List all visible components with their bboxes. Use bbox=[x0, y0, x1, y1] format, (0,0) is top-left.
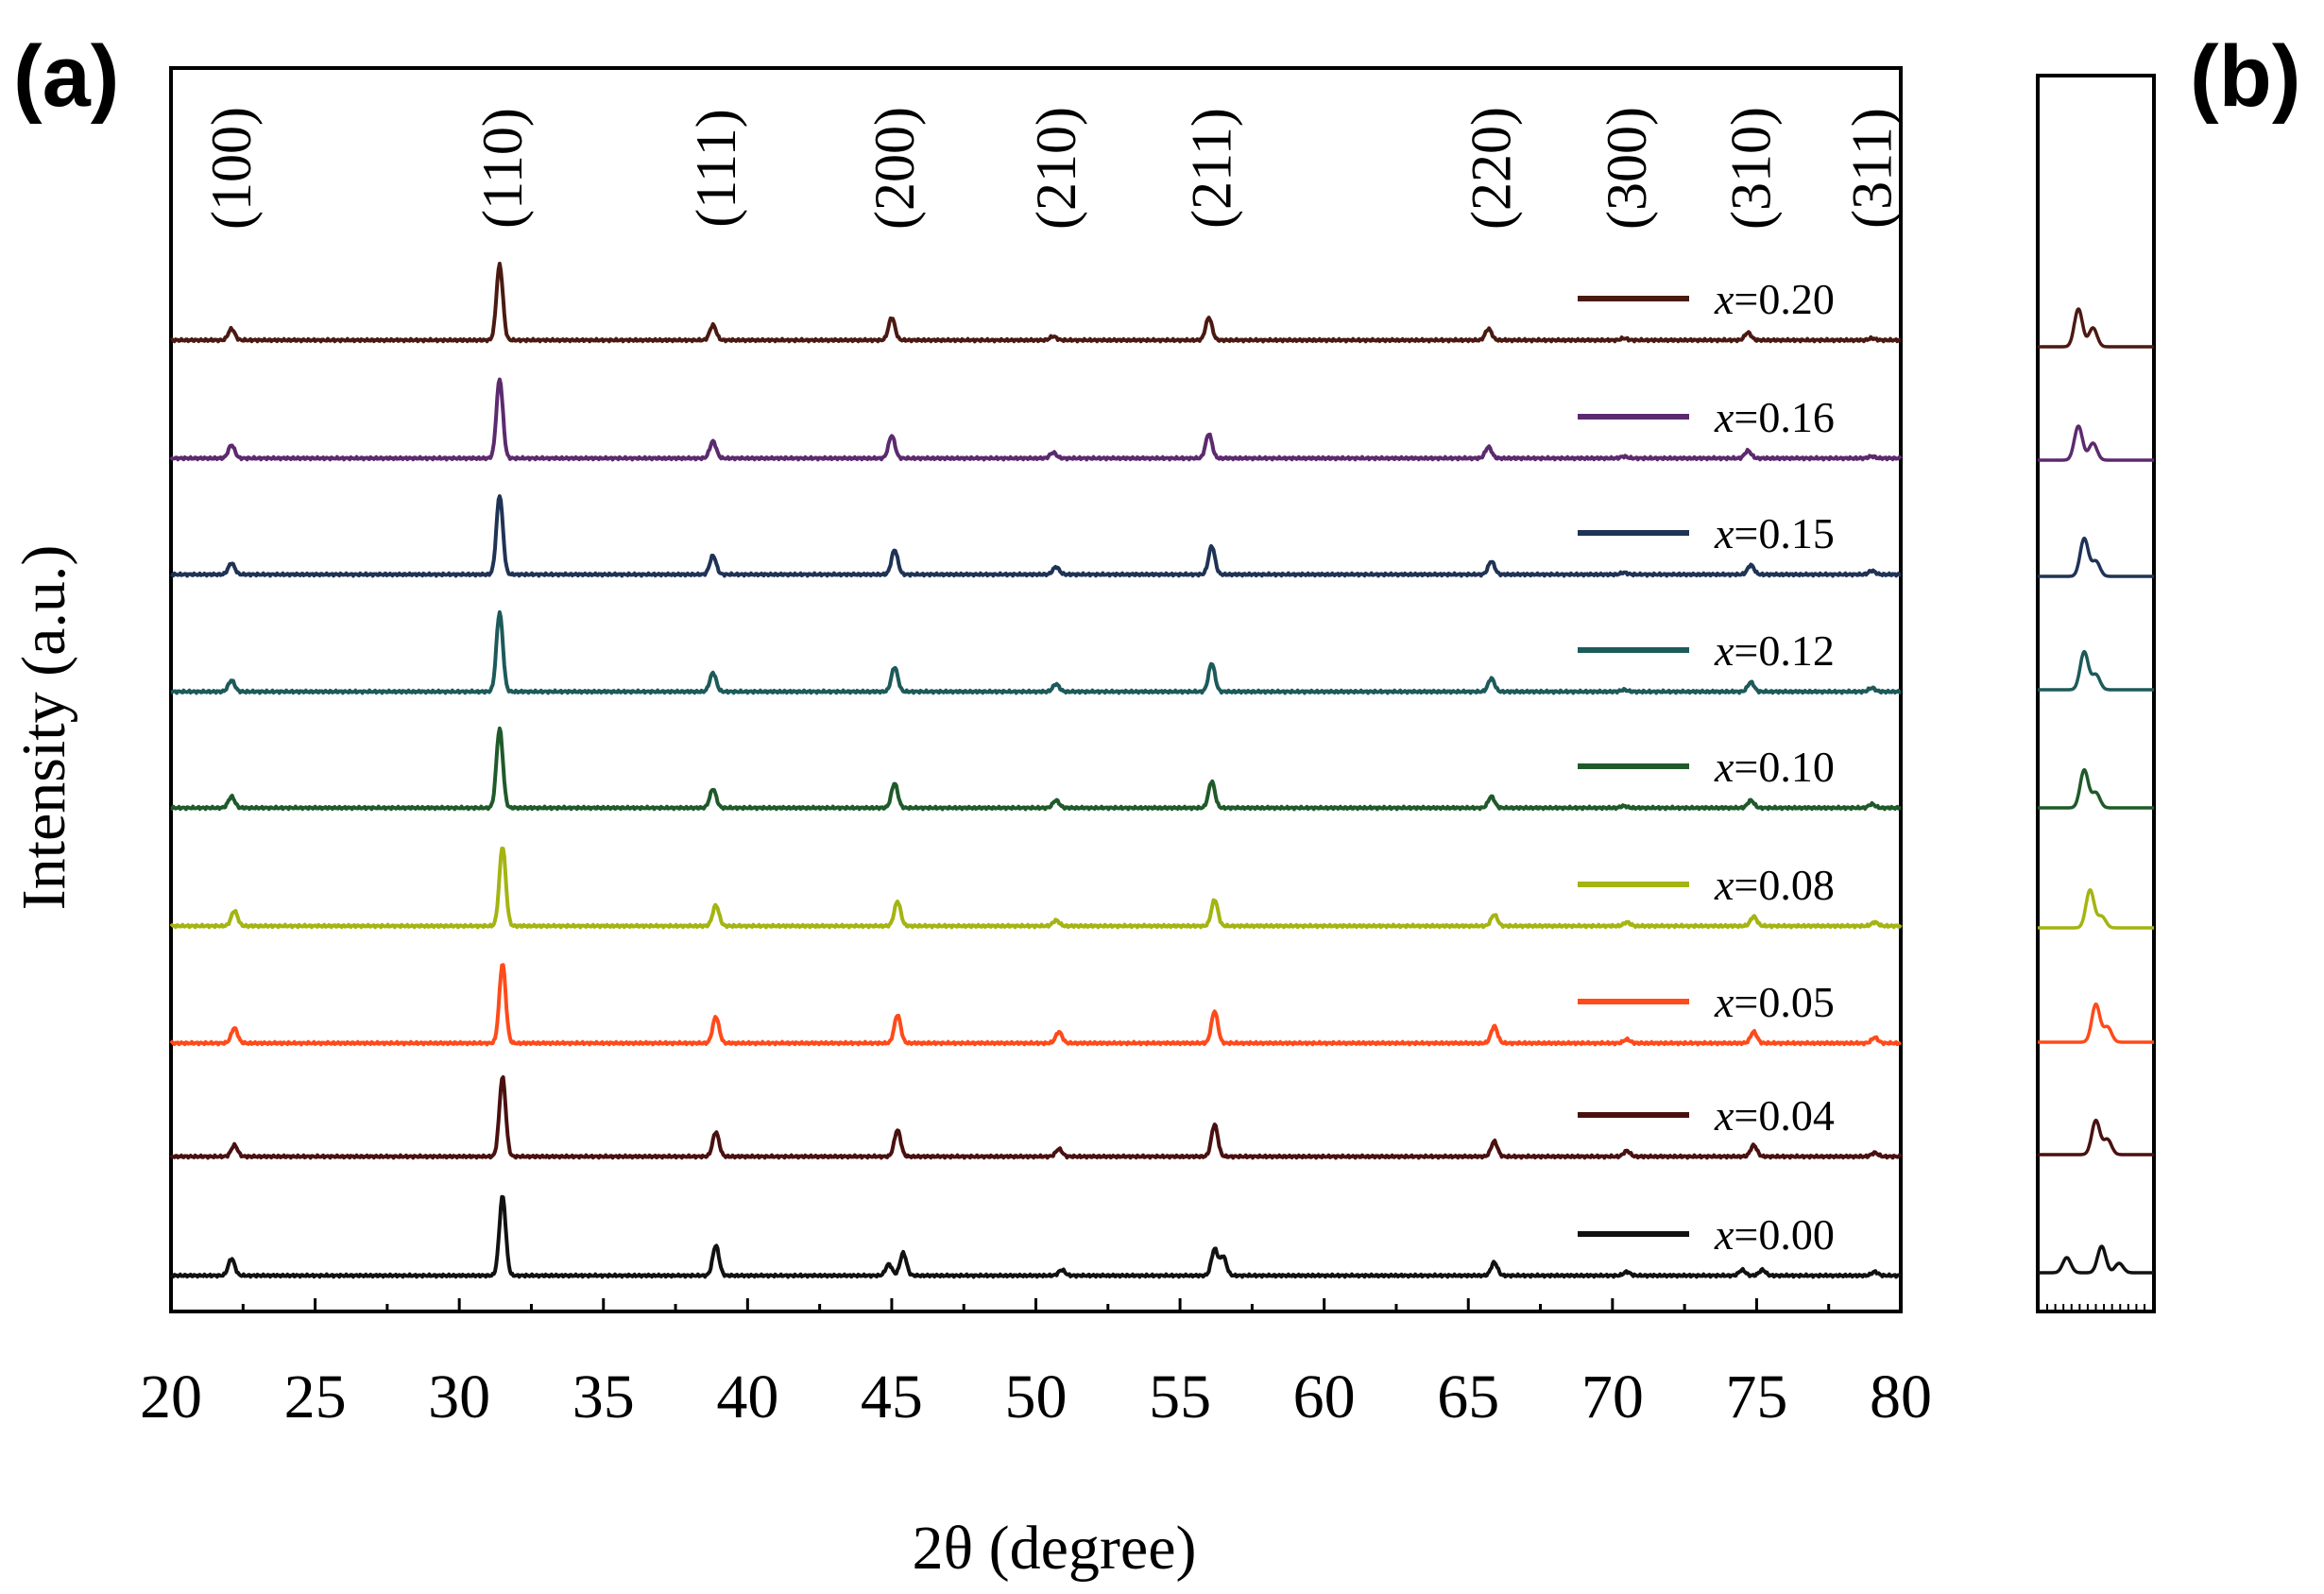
legend-label-x=0.16: x=0.16 bbox=[1714, 393, 1835, 441]
legend-label-x=0.04: x=0.04 bbox=[1714, 1091, 1835, 1140]
zoom-pattern-x=0.15 bbox=[2036, 536, 2156, 578]
reflection-label: (100) bbox=[200, 107, 263, 230]
reflection-label: (110) bbox=[471, 108, 534, 229]
zoom-pattern-x=0.08 bbox=[2036, 888, 2156, 930]
reflection-label: (211) bbox=[1181, 108, 1243, 229]
zoom-pattern-x=0.16 bbox=[2036, 424, 2156, 462]
plot-frame-b bbox=[2036, 74, 2156, 1313]
x-axis-title: 2θ (degree) bbox=[913, 1514, 1197, 1583]
x-tick-label-35: 35 bbox=[572, 1363, 635, 1431]
xrd-pattern-x=0.04 bbox=[169, 1075, 1903, 1160]
zoom-pattern-x=0.05 bbox=[2036, 1002, 2156, 1044]
x-tick-label-25: 25 bbox=[284, 1363, 347, 1431]
panel-label-b: (b) bbox=[2190, 28, 2300, 125]
xrd-pattern-x=0.08 bbox=[169, 847, 1903, 930]
x-tick-label-45: 45 bbox=[861, 1363, 923, 1431]
reflection-label: (200) bbox=[863, 107, 926, 230]
y-axis-title: Intensity (a.u.) bbox=[9, 545, 78, 911]
legend-label-x=0.10: x=0.10 bbox=[1714, 743, 1835, 791]
x-tick-label-20: 20 bbox=[140, 1363, 202, 1431]
reflection-label: (220) bbox=[1461, 107, 1523, 230]
panel-label-a: (a) bbox=[13, 28, 119, 125]
x-tick-label-55: 55 bbox=[1149, 1363, 1211, 1431]
zoom-pattern-x=0.00 bbox=[2036, 1244, 2156, 1275]
panel-a-plot: 20 25 30 35 40 45 50 55 60 65 70 75 80 (100) (110) (111… bbox=[140, 66, 1932, 1431]
xrd-pattern-x=0.20 bbox=[169, 262, 1902, 344]
legend-label-x=0.12: x=0.12 bbox=[1714, 626, 1835, 675]
x-tick-label-80: 80 bbox=[1870, 1363, 1932, 1431]
legend-label-x=0.05: x=0.05 bbox=[1714, 978, 1835, 1026]
x-tick-label-65: 65 bbox=[1437, 1363, 1499, 1431]
reflection-label: (300) bbox=[1596, 107, 1658, 230]
zoom-pattern-x=0.12 bbox=[2036, 649, 2156, 692]
legend-label-x=0.08: x=0.08 bbox=[1714, 861, 1835, 909]
xrd-pattern-x=0.05 bbox=[169, 963, 1903, 1047]
xrd-pattern-x=0.16 bbox=[169, 377, 1903, 462]
xrd-pattern-x=0.15 bbox=[170, 494, 1902, 578]
x-tick-label-50: 50 bbox=[1005, 1363, 1068, 1431]
reflection-label: (310) bbox=[1719, 107, 1782, 230]
xrd-pattern-x=0.12 bbox=[170, 609, 1902, 695]
zoom-pattern-x=0.20 bbox=[2036, 307, 2156, 349]
x-tick-label-40: 40 bbox=[716, 1363, 778, 1431]
xrd-pattern-x=0.00 bbox=[169, 1194, 1902, 1279]
legend-label-x=0.20: x=0.20 bbox=[1714, 275, 1835, 323]
reflection-label: (111) bbox=[685, 109, 747, 228]
x-tick-label-70: 70 bbox=[1581, 1363, 1644, 1431]
x-tick-label-60: 60 bbox=[1293, 1363, 1356, 1431]
legend-label-x=0.15: x=0.15 bbox=[1714, 509, 1835, 557]
xrd-pattern-x=0.10 bbox=[170, 726, 1902, 812]
x-tick-label-75: 75 bbox=[1725, 1363, 1787, 1431]
reflection-label: (210) bbox=[1025, 107, 1087, 230]
zoom-pattern-x=0.10 bbox=[2036, 767, 2156, 810]
legend-label-x=0.00: x=0.00 bbox=[1714, 1210, 1835, 1259]
reflection-label: (311) bbox=[1840, 108, 1903, 229]
panel-b-plot bbox=[2036, 74, 2156, 1313]
zoom-pattern-x=0.04 bbox=[2036, 1118, 2156, 1157]
x-tick-label-30: 30 bbox=[428, 1363, 490, 1431]
